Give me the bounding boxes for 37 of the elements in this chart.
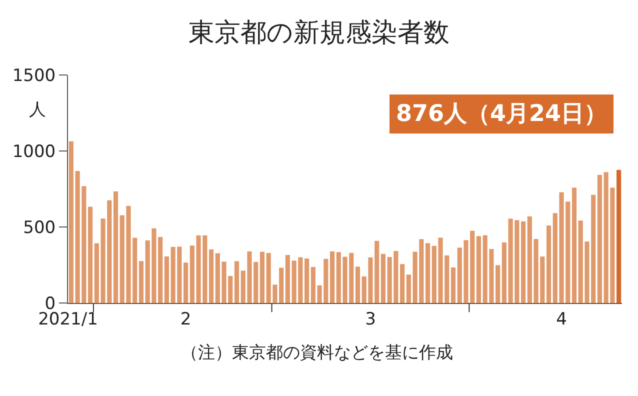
- bar: [546, 225, 552, 303]
- bar: [572, 188, 577, 303]
- bar: [285, 254, 290, 303]
- x-tick-label: 2: [180, 309, 192, 330]
- bar: [502, 242, 506, 303]
- bar: [190, 246, 194, 303]
- bar: [400, 264, 405, 303]
- bar: [597, 174, 602, 303]
- bar: [380, 254, 386, 303]
- y-tick-label: 1000: [12, 142, 56, 162]
- bar: [406, 274, 411, 303]
- bar: [260, 252, 265, 303]
- bar: [138, 261, 144, 303]
- bar: [616, 170, 622, 303]
- x-tick-label: 2021/1: [38, 309, 98, 330]
- bar: [425, 243, 430, 303]
- annotation: 876人（4月24日）: [396, 101, 608, 127]
- y-tick-label: 1500: [12, 66, 56, 86]
- text: （注）東京都の資料などを基に作成: [181, 343, 453, 363]
- bar: [164, 256, 169, 303]
- bar: [234, 261, 240, 303]
- y-tick-label: 500: [23, 218, 56, 238]
- bar: [476, 236, 482, 303]
- bar: [184, 262, 188, 303]
- bar: [330, 251, 335, 303]
- bar: [521, 221, 526, 303]
- bar: [450, 267, 456, 303]
- chart-title: 東京都の新規感染者数: [188, 18, 450, 48]
- bar: [68, 141, 74, 303]
- x-tick-label: 3: [365, 309, 376, 330]
- bar: [304, 258, 310, 303]
- bar: [208, 249, 214, 303]
- x-tick-label: 4: [556, 309, 567, 330]
- y-axis-title: 人: [29, 100, 46, 120]
- bar: [355, 266, 360, 303]
- bar: [88, 206, 93, 303]
- bar: [113, 191, 118, 303]
